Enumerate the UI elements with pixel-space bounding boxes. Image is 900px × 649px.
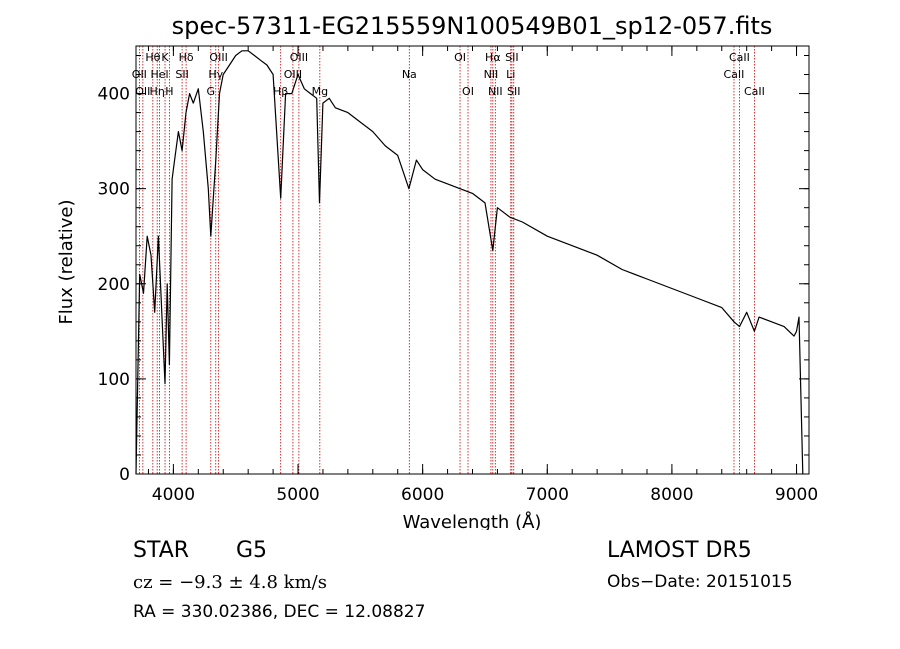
x-axis: 4000 5000 6000 7000 8000 9000: [147, 46, 818, 505]
line-label: NII: [488, 85, 503, 98]
line-label: CaII: [724, 68, 745, 81]
line-label: OIII: [290, 51, 308, 64]
x-tick-label: 4000: [152, 485, 195, 505]
line-label: Hα: [485, 51, 501, 64]
line-label: OII: [135, 85, 150, 98]
line-label: K: [161, 51, 169, 64]
x-axis-label: Wavelength (Å): [403, 511, 542, 530]
x-tick-label: 6000: [401, 485, 444, 505]
redshift-velocity: cz = −9.3 ± 4.8 km/s: [133, 572, 327, 593]
object-subclass: G5: [236, 538, 268, 563]
line-label: Hδ: [179, 51, 194, 64]
y-axis-label: Flux (relative): [56, 199, 77, 324]
line-label: OI: [462, 85, 474, 98]
spectrum-line: [135, 50, 804, 475]
line-label: OIII: [284, 68, 302, 81]
plot-frame: [135, 45, 810, 475]
line-labels: HθHelKHOIIHηOIISIIHδGHγOIIIHβOIIIOIIIMgN…: [132, 51, 765, 98]
y-axis: 0 100 200 300 400: [98, 55, 809, 485]
x-tick-label: 7000: [526, 485, 569, 505]
y-tick-label: 300: [98, 180, 130, 200]
y-tick-label: 400: [98, 85, 130, 105]
line-label: SII: [175, 68, 188, 81]
y-tick-label: 0: [119, 465, 130, 485]
line-label: Mg: [312, 85, 328, 98]
line-label: NII: [484, 68, 499, 81]
ra-dec-coordinates: RA = 330.02386, DEC = 12.08827: [133, 602, 426, 622]
y-tick-label: 100: [98, 370, 130, 390]
spectrum-chart: spec-57311-EG215559N100549B01_sp12-057.f…: [56, 12, 818, 530]
line-label: Li: [506, 68, 515, 81]
line-label: Na: [402, 68, 417, 81]
line-label: SII: [505, 51, 518, 64]
object-class: STAR: [133, 538, 190, 563]
line-label: Hθ: [145, 51, 160, 64]
line-label: CaII: [729, 51, 750, 64]
line-label: SII: [507, 85, 520, 98]
chart-title: spec-57311-EG215559N100549B01_sp12-057.f…: [172, 12, 773, 40]
x-tick-label: 8000: [650, 485, 693, 505]
line-label: CaII: [744, 85, 765, 98]
line-label: H: [165, 85, 173, 98]
survey-name: LAMOST DR5: [607, 538, 752, 563]
line-markers: [138, 46, 755, 474]
line-label: Hβ: [273, 85, 288, 98]
y-tick-label: 200: [98, 275, 130, 295]
line-label: OI: [454, 51, 466, 64]
line-label: G: [207, 85, 216, 98]
line-label: Hη: [150, 85, 165, 98]
line-label: OIII: [209, 51, 227, 64]
x-tick-label: 9000: [775, 485, 818, 505]
observation-date: Obs−Date: 20151015: [607, 572, 793, 592]
line-label: Hγ: [208, 68, 223, 81]
x-tick-label: 5000: [276, 485, 319, 505]
line-label: Hel: [151, 68, 169, 81]
